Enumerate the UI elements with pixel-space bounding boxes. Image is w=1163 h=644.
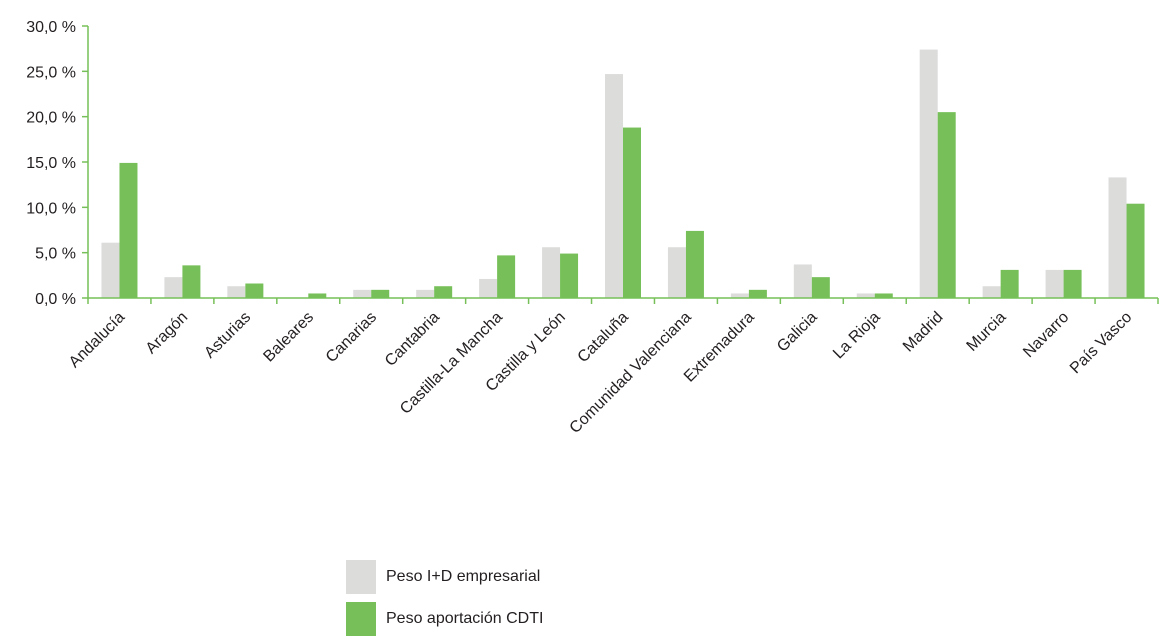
bar-cdti <box>371 289 390 298</box>
x-tick-label: Baleares <box>260 309 317 366</box>
legend-item-empresarial: Peso I+D empresarial <box>346 560 543 594</box>
x-tick-label: Canarias <box>323 309 380 366</box>
legend: Peso I+D empresarial Peso aportación CDT… <box>346 560 543 644</box>
bar-cdti <box>937 112 956 298</box>
bar-empresarial <box>164 277 183 298</box>
x-tick-label: País Vasco <box>1067 309 1135 377</box>
x-tick-label: Murcia <box>964 309 1010 355</box>
bar-empresarial <box>542 247 561 298</box>
bar-empresarial <box>919 49 938 298</box>
bar-cdti <box>308 293 327 298</box>
bar-cdti <box>119 162 138 298</box>
x-tick-label: Aragón <box>143 309 192 358</box>
bar-cdti <box>748 289 767 298</box>
bar-cdti <box>497 255 516 298</box>
x-tick-label: Asturias <box>201 309 254 362</box>
bar-cdti <box>811 277 830 298</box>
bar-empresarial <box>793 264 812 298</box>
x-tick-label: Madrid <box>900 309 947 356</box>
legend-label: Peso aportación CDTI <box>386 610 544 627</box>
bar-cdti <box>1126 203 1145 298</box>
bar-empresarial <box>416 289 435 298</box>
bar-chart: 0,0 % 5,0 % 10,0 % 15,0 % 20,0 % 25,0 % 30,0 %… <box>26 19 1159 437</box>
x-axis-labels: Andalucía Aragón Asturias Baleares Canarias C… <box>66 309 1135 437</box>
bar-empresarial <box>353 289 372 298</box>
bar-empresarial <box>667 247 686 298</box>
y-tick-label: 10,0 % <box>26 200 76 217</box>
bar-cdti <box>1000 269 1019 298</box>
x-tick-label: Navarro <box>1020 309 1072 361</box>
y-tick-label: 30,0 % <box>26 19 76 36</box>
y-tick-label: 25,0 % <box>26 64 76 81</box>
bar-empresarial <box>101 242 120 298</box>
y-tick-label: 15,0 % <box>26 155 76 172</box>
x-tick-label: Galicia <box>774 309 821 356</box>
legend-swatch <box>346 602 376 636</box>
x-tick-label: Comunidad Valenciana <box>567 309 695 437</box>
bar-cdti <box>623 127 641 299</box>
bar-cdti <box>245 283 264 298</box>
x-tick-label: Cantabria <box>382 309 443 370</box>
bar-cdti <box>1063 269 1082 298</box>
bar-cdti <box>182 265 201 298</box>
bar-empresarial <box>856 293 875 298</box>
bar-empresarial <box>1108 177 1127 298</box>
bar-empresarial <box>605 74 623 298</box>
x-tick-label: Cataluña <box>575 309 632 366</box>
y-tick-label: 5,0 % <box>35 246 76 263</box>
bar-cdti <box>874 293 893 298</box>
bars-group <box>101 49 1145 299</box>
bar-empresarial <box>982 286 1001 298</box>
bar-cdti <box>434 286 453 298</box>
y-axis-ticks: 0,0 % 5,0 % 10,0 % 15,0 % 20,0 % 25,0 % 30,0 % <box>26 19 88 308</box>
legend-label: Peso I+D empresarial <box>386 568 541 585</box>
y-tick-label: 0,0 % <box>35 291 76 308</box>
bar-empresarial <box>227 286 246 298</box>
bar-cdti <box>560 253 579 298</box>
bar-empresarial <box>730 293 749 298</box>
x-tick-label: La Rioja <box>830 309 884 363</box>
bar-empresarial <box>1045 269 1064 298</box>
y-tick-label: 20,0 % <box>26 110 76 127</box>
bar-empresarial <box>479 278 498 298</box>
legend-swatch <box>346 560 376 594</box>
legend-item-cdti: Peso aportación CDTI <box>346 602 543 636</box>
x-tick-label: Andalucía <box>66 309 128 371</box>
bar-cdti <box>685 230 704 298</box>
